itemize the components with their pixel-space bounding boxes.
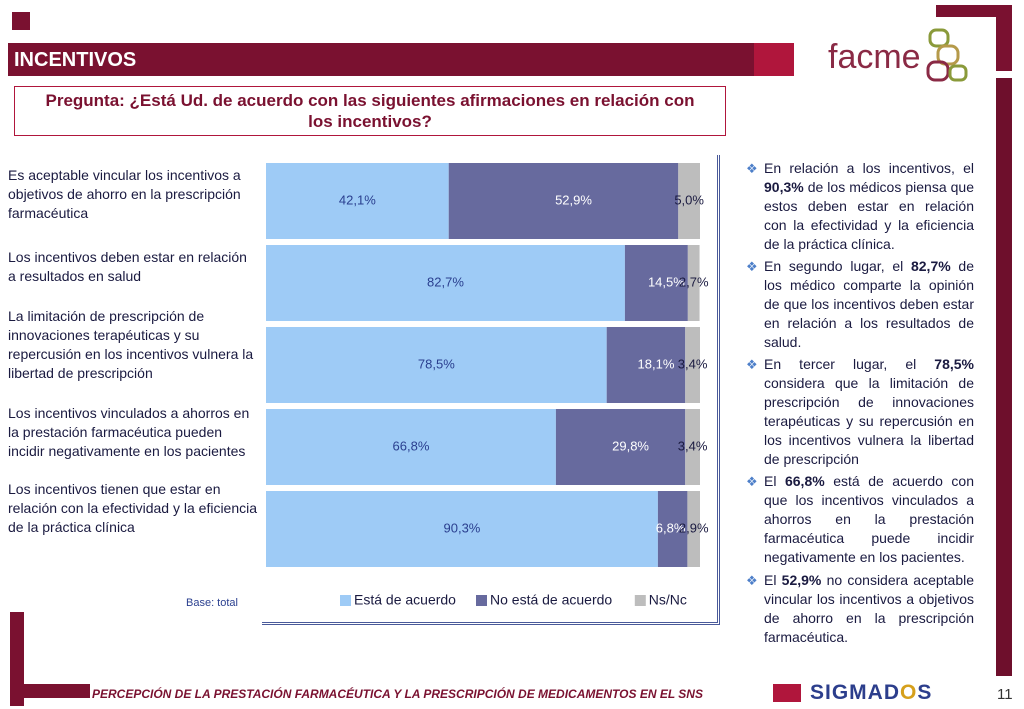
bar-3-row-1 <box>678 163 700 239</box>
statement-5: Los incentivos tienen que estar en relac… <box>8 481 258 535</box>
statement-4: Los incentivos vinculados a ahorros en l… <box>8 405 250 459</box>
legend-label: Ns/Nc <box>649 592 687 608</box>
bar-1-row-1 <box>266 163 449 239</box>
legend-label: Está de acuerdo <box>354 592 456 608</box>
corner-decor <box>996 5 1012 71</box>
sigmados-logo: SIGMADOS <box>810 681 933 704</box>
bullet-text: En tercer lugar, el 78,5% considera que … <box>764 356 974 467</box>
bar-1-row-3 <box>266 327 607 403</box>
data-label: 6,8% <box>656 520 686 535</box>
logo-text: facme <box>828 38 921 76</box>
page-number: 11 <box>997 686 1013 703</box>
bar-3-row-3 <box>685 327 700 403</box>
bullet-text: En relación a los incentivos, el 90,3% d… <box>764 160 974 252</box>
data-label: 3,4% <box>678 438 708 453</box>
legend-swatch <box>476 595 487 606</box>
corner-decor <box>10 612 24 706</box>
data-label: 52,9% <box>555 192 592 207</box>
decor-square <box>12 12 30 30</box>
data-label: 14,5% <box>648 274 685 289</box>
bar-3-row-5 <box>687 491 700 567</box>
statement-3: La limitación de prescripción de innovac… <box>8 308 254 381</box>
statement-2: Los incentivos deben estar en relación a… <box>8 249 247 284</box>
bar-1-row-5 <box>266 491 658 567</box>
statement-1: Es aceptable vincular los incentivos a o… <box>8 167 241 221</box>
bar-2-row-3 <box>606 327 686 403</box>
bullet-text: El 52,9% no considera aceptable vincular… <box>764 572 974 645</box>
facme-logo: facme <box>828 28 968 82</box>
bullet-4: ❖ El 66,8% está de acuerdo con que los i… <box>746 472 974 567</box>
data-label: 18,1% <box>638 356 675 371</box>
right-rail <box>996 78 1012 676</box>
footer-title: PERCEPCIÓN DE LA PRESTACIÓN FARMACÉUTICA… <box>92 687 703 701</box>
data-label: 2,7% <box>679 274 709 289</box>
question-text: Pregunta: ¿Está Ud. de acuerdo con las s… <box>45 91 695 131</box>
bar-2-row-2 <box>624 245 688 321</box>
bar-2-row-5 <box>657 491 688 567</box>
section-title: INCENTIVOS <box>14 49 137 71</box>
data-label: 66,8% <box>393 438 430 453</box>
bar-3-row-2 <box>687 245 700 321</box>
diamond-bullet-icon: ❖ <box>746 161 758 176</box>
data-label: 3,4% <box>678 356 708 371</box>
data-label: 90,3% <box>444 520 481 535</box>
diamond-bullet-icon: ❖ <box>746 573 758 588</box>
data-label: 5,0% <box>674 192 704 207</box>
bar-1-row-2 <box>266 245 625 321</box>
title-bar <box>8 43 754 76</box>
title-bar-accent <box>754 43 794 76</box>
corner-decor <box>936 5 1012 17</box>
legend-swatch <box>634 595 646 606</box>
diamond-bullet-icon: ❖ <box>746 259 758 274</box>
diamond-bullet-icon: ❖ <box>746 474 758 489</box>
legend-label: No está de acuerdo <box>490 592 612 608</box>
bullet-3: ❖ En tercer lugar, el 78,5% considera qu… <box>746 355 974 469</box>
bar-1-row-4 <box>266 409 556 485</box>
stacked-bar-chart: 42,1% 52,9% 5,0%82,7% 14,5%2,7%78,5% 18,1% 3,… <box>266 163 709 608</box>
bullet-5: ❖ El 52,9% no considera aceptable vincul… <box>746 571 974 647</box>
corner-decor <box>10 684 90 698</box>
data-label: 2,9% <box>679 520 709 535</box>
bar-3-row-4 <box>685 409 700 485</box>
bar-2-row-4 <box>555 409 686 485</box>
data-label: 42,1% <box>339 192 376 207</box>
bar-2-row-1 <box>448 163 679 239</box>
base-note: Base: total <box>186 597 238 609</box>
data-label: 82,7% <box>427 274 464 289</box>
data-label: 78,5% <box>418 356 455 371</box>
diamond-bullet-icon: ❖ <box>746 357 758 372</box>
chart-panel <box>262 155 720 625</box>
bullet-text: En segundo lugar, el 82,7% de los médico… <box>764 258 975 350</box>
data-label: 29,8% <box>612 438 649 453</box>
bullet-1: ❖ En relación a los incentivos, el 90,3%… <box>746 159 974 254</box>
bullet-text: El 66,8% está de acuerdo con que los inc… <box>764 473 974 565</box>
question-box: Pregunta: ¿Está Ud. de acuerdo con las s… <box>14 86 726 136</box>
bullet-2: ❖ En segundo lugar, el 82,7% de los médi… <box>746 257 974 352</box>
legend-swatch <box>340 595 351 606</box>
footer-square <box>773 684 801 702</box>
